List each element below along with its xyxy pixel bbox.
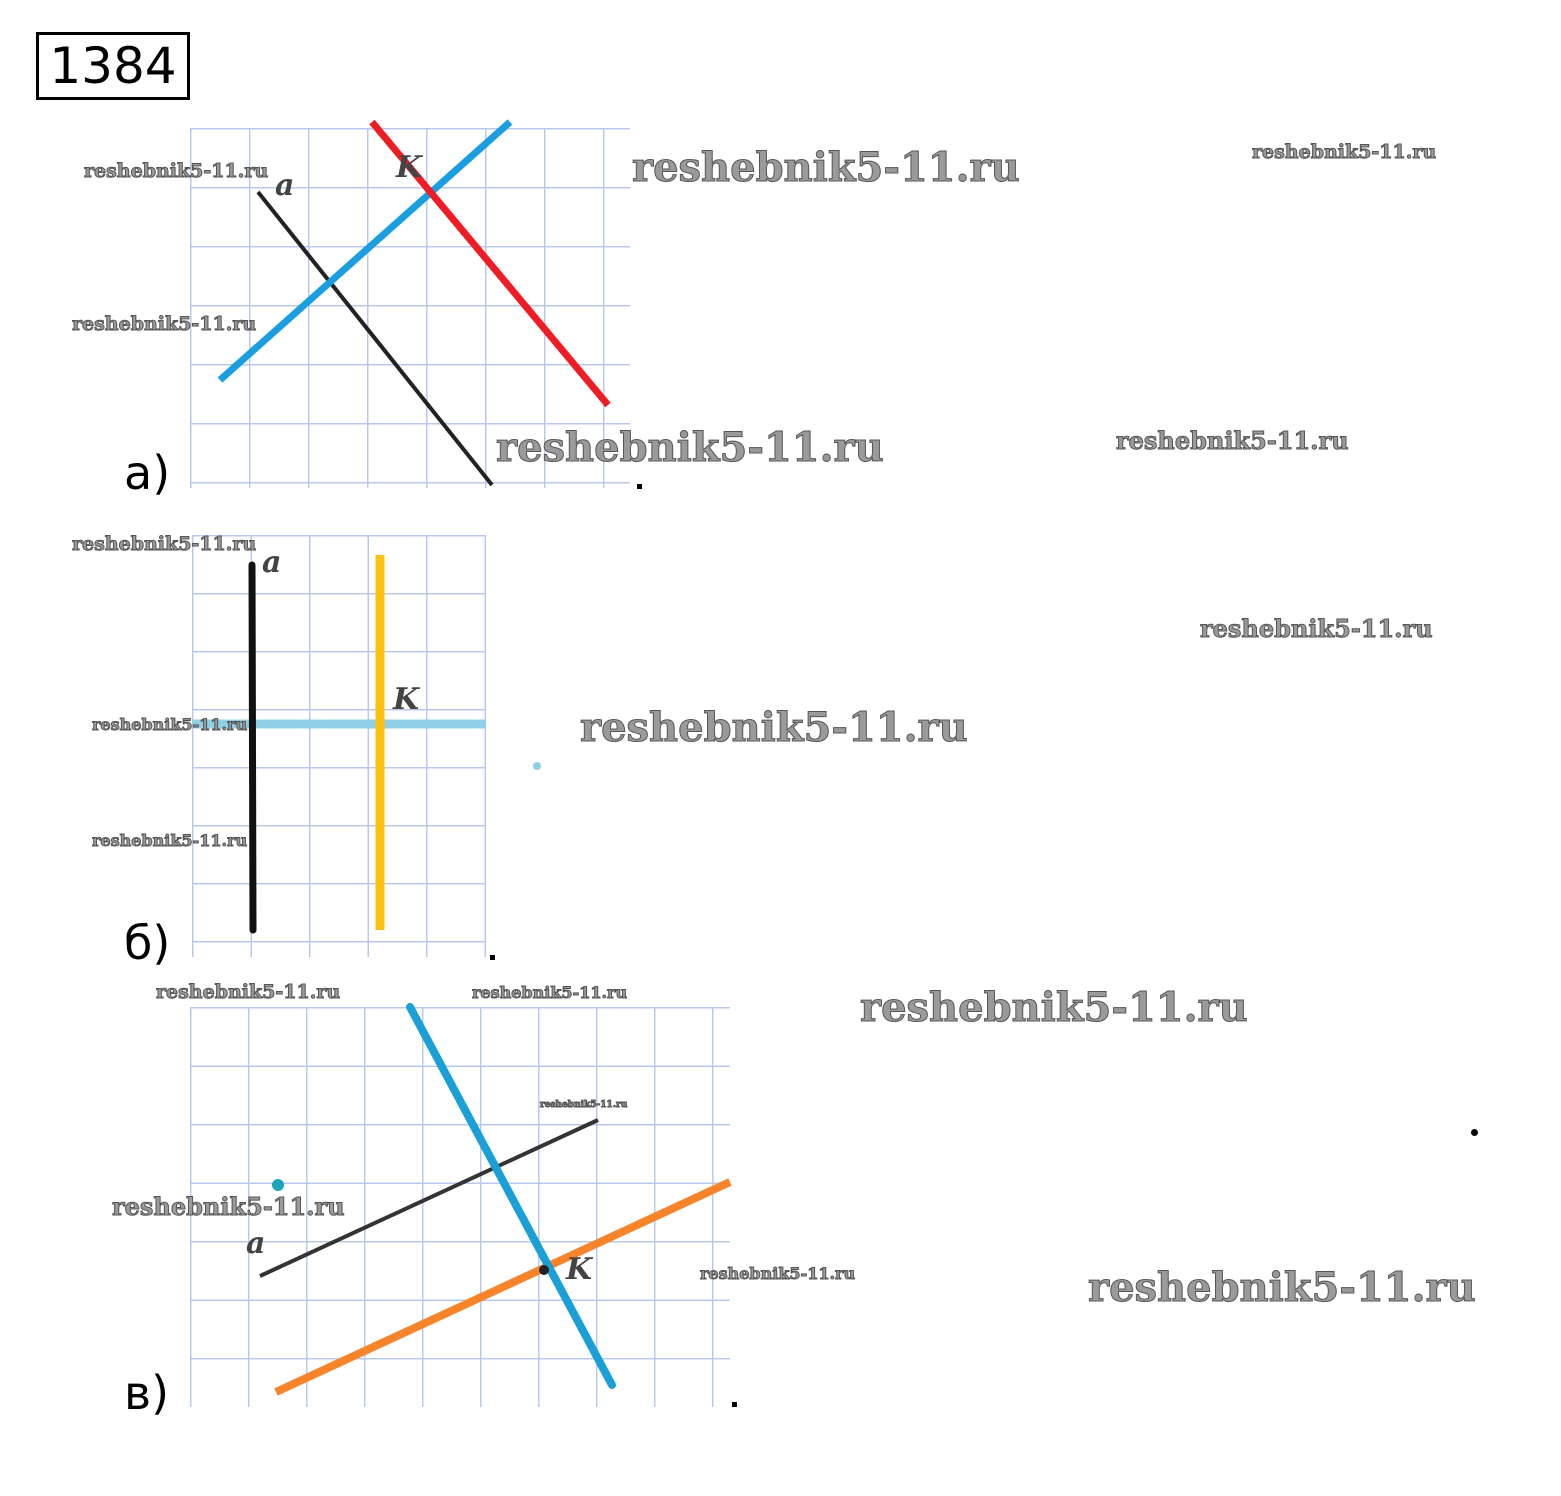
diagram-b (192, 535, 541, 957)
parallel-line (274, 1178, 732, 1396)
watermark: reshebnik5-11.ru (471, 983, 628, 1003)
stray-dot (272, 1179, 284, 1191)
point-k (539, 1265, 549, 1275)
perpendicular-line (406, 1003, 616, 1389)
line-a (259, 1118, 599, 1278)
parallel-line (369, 119, 611, 408)
diagram-c (190, 1003, 732, 1407)
point-label: K (396, 150, 423, 185)
line-label: a (275, 168, 295, 203)
point-label: K (566, 1252, 593, 1287)
grid (192, 535, 486, 957)
part-label-b: б) (124, 916, 171, 970)
watermark: reshebnik5-11.ru (860, 984, 1249, 1032)
period (490, 955, 495, 960)
diagram-a (190, 119, 630, 488)
problem-number: 1384 (36, 32, 190, 100)
watermark: reshebnik5-11.ru (1251, 141, 1437, 164)
stray-dot (1471, 1129, 1478, 1136)
watermark: reshebnik5-11.ru (580, 704, 969, 752)
watermark: reshebnik5-11.ru (496, 424, 885, 472)
perpendicular-line (217, 119, 513, 383)
watermark: reshebnik5-11.ru (1200, 614, 1434, 644)
grid (190, 1007, 730, 1407)
part-label-a: а) (124, 446, 171, 500)
watermark: reshebnik5-11.ru (632, 144, 1021, 192)
watermark: reshebnik5-11.ru (1116, 426, 1350, 456)
line-label: a (262, 545, 282, 580)
watermark: reshebnik5-11.ru (91, 831, 248, 851)
period (637, 484, 642, 489)
watermark: reshebnik5-11.ru (71, 313, 257, 336)
line-a (256, 190, 494, 487)
line-label: a (246, 1226, 266, 1261)
watermark: reshebnik5-11.ru (1088, 1264, 1477, 1312)
period (732, 1402, 737, 1407)
line-a (248, 561, 257, 934)
point-label: K (393, 682, 420, 717)
watermark: reshebnik5-11.ru (83, 160, 269, 183)
grid (190, 128, 630, 488)
watermark: reshebnik5-11.ru (155, 981, 341, 1004)
watermark: reshebnik5-11.ru (112, 1192, 346, 1222)
watermark: reshebnik5-11.ru (699, 1264, 856, 1284)
part-label-c: в) (124, 1366, 170, 1420)
stray-dot (533, 762, 541, 770)
watermark: reshebnik5-11.ru (539, 1100, 628, 1111)
watermark: reshebnik5-11.ru (71, 533, 257, 556)
watermark: reshebnik5-11.ru (91, 715, 248, 735)
